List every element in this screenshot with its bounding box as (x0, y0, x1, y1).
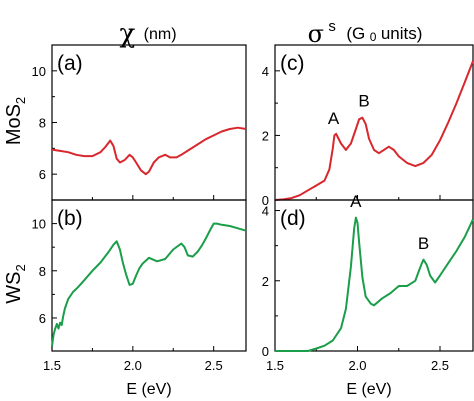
sigma-symbol: σ (308, 20, 324, 48)
row-label-ws2: WS2 (3, 264, 28, 303)
series-line (51, 222, 247, 347)
y-tick-label: 6 (39, 167, 46, 182)
x-tick-label: 2.0 (124, 358, 142, 373)
right-column-title: σ s (G 0 units) (308, 18, 423, 48)
sigma-unit-post: units) (381, 24, 423, 43)
peak-label-A: A (350, 192, 362, 211)
series-line (275, 216, 474, 352)
y-tick-label: 4 (262, 204, 269, 219)
x-axis-label-right: E (eV) (346, 381, 391, 398)
y-tick-label: 10 (32, 64, 46, 79)
peak-label-B: B (358, 91, 369, 110)
series-line (274, 60, 474, 201)
y-tick-label: 4 (262, 64, 269, 79)
panel-label: (d) (280, 207, 306, 230)
panel-c: 024 (c)AB (262, 44, 474, 208)
plot-frame (274, 199, 474, 352)
x-tick-label: 1.5 (43, 358, 61, 373)
panel-d: 0 2 4 1.5 2.0 2.5 (d) A B (262, 192, 474, 373)
chi-symbol: χ (119, 19, 135, 49)
sigma-unit-pre: (G (346, 24, 365, 43)
sigma-superscript: s (328, 18, 336, 35)
y-tick-label: 8 (39, 264, 46, 279)
y-tick-label: 2 (262, 128, 269, 143)
panel-label: (a) (57, 52, 83, 75)
y-tick-label: 8 (39, 116, 46, 131)
row-label-mos2: MoS2 (3, 97, 28, 145)
x-tick-label: 2.0 (348, 358, 366, 373)
plot-frame (274, 44, 474, 201)
plot-frame (51, 199, 247, 352)
y-tick-label: 6 (39, 311, 46, 326)
panel-a: 6 8 10 (a) (32, 44, 247, 201)
panel-b: 6 8 10 1.5 2.0 2.5 (b) (32, 199, 247, 373)
sigma-unit-sub: 0 (370, 30, 377, 44)
y-tick-label: 0 (262, 344, 269, 359)
y-tick-label: 2 (262, 274, 269, 289)
left-column-title: χ (nm) (119, 19, 176, 49)
panel-label: (b) (57, 207, 83, 230)
panel-label: (c) (280, 52, 305, 75)
series-line (51, 126, 247, 176)
x-tick-label: 2.5 (205, 358, 223, 373)
x-tick-label: 2.5 (431, 358, 449, 373)
chi-unit: (nm) (144, 26, 177, 43)
peak-label-B: B (418, 234, 429, 253)
y-tick-label: 0 (262, 193, 269, 208)
peak-label-A: A (328, 109, 340, 128)
y-tick-label: 10 (32, 217, 46, 232)
x-tick-label: 1.5 (266, 358, 284, 373)
x-axis-label-left: E (eV) (126, 381, 171, 398)
